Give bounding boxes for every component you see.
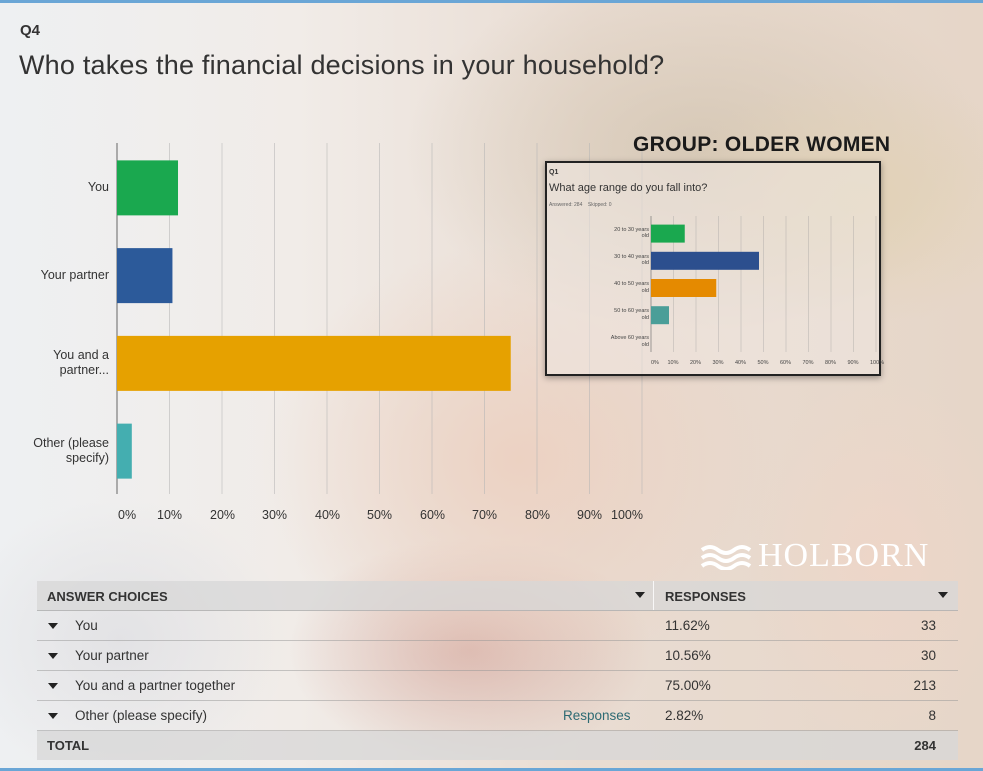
inset-bar-0 (651, 224, 685, 243)
inset-x-tick-label: 100% (870, 360, 885, 366)
total-label: TOTAL (47, 738, 90, 753)
question-title: Who takes the financial decisions in you… (19, 50, 665, 80)
row-percent: 2.82% (665, 708, 704, 723)
inset-category-label: 50 to 60 years old (614, 308, 649, 321)
row-percent: 10.56% (665, 648, 711, 663)
caret-down-icon[interactable] (48, 683, 58, 689)
inset-x-tick-label: 90% (847, 360, 859, 366)
table-row: Your partner 10.56% 30 (37, 641, 958, 671)
inset-chart-panel: Q1 What age range do you fall into? Answ… (545, 161, 885, 376)
inset-x-tick-label: 60% (780, 360, 792, 366)
inset-x-tick-label: 80% (825, 360, 837, 366)
bar-0 (117, 160, 179, 216)
x-tick-label: 70% (472, 508, 498, 522)
row-count: 30 (920, 648, 936, 663)
inset-question-number: Q1 (549, 169, 559, 176)
inset-category-label: 30 to 40 years old (614, 253, 649, 267)
row-label: You (75, 618, 98, 633)
row-label: Your partner (75, 648, 149, 663)
holborn-waves-icon (700, 545, 752, 570)
x-tick-label: 100% (611, 508, 643, 522)
bar-3 (117, 423, 132, 479)
inset-x-tick-label: 10% (667, 360, 679, 366)
caret-down-icon[interactable] (938, 592, 948, 598)
x-tick-label: 30% (262, 508, 288, 522)
category-label: You (87, 180, 109, 195)
row-count: 8 (928, 708, 936, 723)
group-title: GROUP: OLDER WOMEN (633, 133, 891, 156)
table-header: ANSWER CHOICES RESPONSES (37, 581, 958, 611)
x-tick-label: 0% (118, 508, 137, 522)
category-label: You and a partner... (53, 348, 109, 378)
inset-bar-chart (650, 216, 877, 352)
x-tick-label: 40% (315, 508, 341, 522)
inset-category-label: 40 to 50 years old (614, 281, 649, 294)
inset-question-title: What age range do you fall into? (549, 182, 708, 194)
header-answer-choices: ANSWER CHOICES (47, 589, 168, 604)
row-count: 33 (920, 618, 936, 633)
inset-x-tick-label: 30% (712, 360, 724, 366)
answer-table: ANSWER CHOICES RESPONSES You 11.62% 33 Y… (37, 581, 958, 760)
inset-category-label: Above 60 years old (610, 335, 649, 348)
inset-bars (651, 224, 759, 325)
x-tick-label: 90% (577, 508, 603, 522)
x-tick-label: 10% (157, 508, 183, 522)
inset-x-tick-label: 70% (802, 360, 814, 366)
x-tick-label: 80% (525, 508, 551, 522)
caret-down-icon[interactable] (48, 713, 58, 719)
row-percent: 11.62% (665, 618, 710, 633)
inset-x-tick-label: 40% (735, 360, 747, 366)
x-tick-label: 50% (367, 508, 393, 522)
row-label: Other (please specify) (75, 708, 208, 723)
inset-answered: Answered: 284 (549, 202, 583, 208)
table-row: Other (please specify) Responses 2.82% 8 (37, 701, 958, 731)
inset-bar-3 (651, 306, 669, 325)
row-label: You and a partner together (75, 678, 236, 693)
inset-bar-2 (651, 279, 717, 297)
row-count: 213 (913, 678, 936, 693)
inset-bar-1 (651, 251, 759, 270)
logo-text: HOLBORN (758, 537, 930, 574)
holborn-logo: HOLBORN (700, 537, 930, 574)
bar-1 (117, 248, 173, 304)
category-label: Other (please specify) (33, 436, 109, 466)
x-tick-label: 20% (210, 508, 236, 522)
inset-x-tick-label: 0% (651, 360, 659, 366)
caret-down-icon[interactable] (48, 653, 58, 659)
category-label: Your partner (40, 268, 109, 283)
caret-down-icon[interactable] (635, 592, 645, 598)
caret-down-icon[interactable] (48, 623, 58, 629)
bar-2 (117, 335, 511, 391)
inset-category-label: 20 to 30 years old (614, 226, 649, 240)
inset-meta: Answered: 284 Skipped: 0 (549, 202, 612, 208)
inset-skipped: Skipped: 0 (587, 202, 612, 208)
header-responses: RESPONSES (665, 589, 746, 604)
question-number: Q4 (20, 22, 41, 39)
responses-link[interactable]: Responses (563, 708, 631, 723)
inset-x-tick-label: 20% (690, 360, 702, 366)
table-row: You 11.62% 33 (37, 611, 958, 641)
row-percent: 75.00% (665, 678, 711, 693)
x-tick-label: 60% (420, 508, 446, 522)
table-row: You and a partner together 75.00% 213 (37, 671, 958, 701)
table-total-row: TOTAL 284 (37, 731, 958, 760)
inset-x-tick-label: 50% (757, 360, 769, 366)
chart-bars (117, 160, 511, 479)
total-count: 284 (914, 738, 936, 753)
